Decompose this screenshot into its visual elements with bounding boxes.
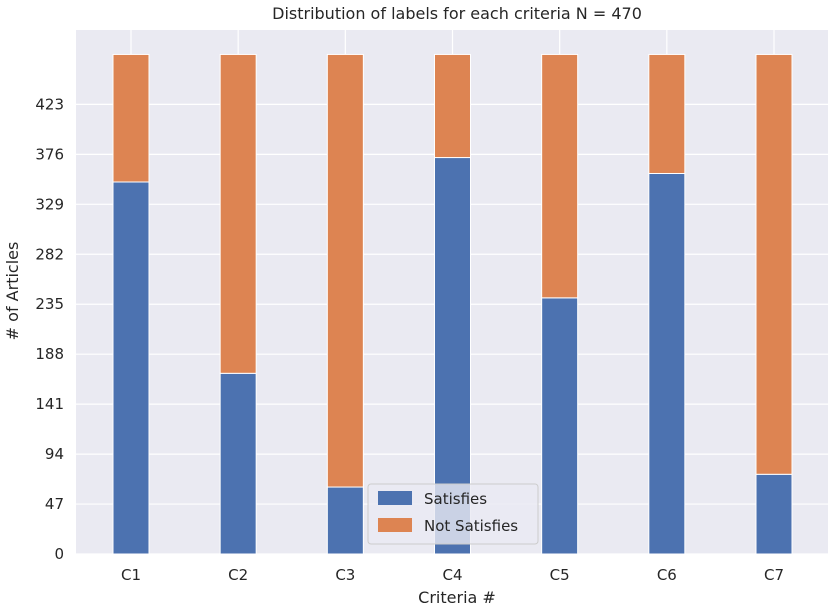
- x-tick-label: C2: [228, 566, 248, 584]
- legend-swatch-satisfies: [378, 491, 412, 505]
- x-tick-label: C5: [550, 566, 570, 584]
- x-axis-label: Criteria #: [418, 588, 496, 606]
- y-tick-label: 188: [35, 345, 64, 363]
- bar-c3-satisfies: [326, 486, 364, 555]
- x-tick-label: C1: [121, 566, 141, 584]
- bar-c2-satisfies: [219, 372, 257, 555]
- bar-c6-not-satisfies: [648, 53, 686, 174]
- bar-c7-not-satisfies: [755, 53, 793, 475]
- legend: Satisfies Not Satisfies: [367, 483, 539, 545]
- bar-c4-not-satisfies: [434, 53, 471, 159]
- bar-c6-satisfies: [648, 172, 686, 555]
- x-tick-label: C7: [764, 566, 784, 584]
- legend-label-satisfies: Satisfies: [424, 490, 487, 508]
- y-tick-labels: 0 47 94 141 188 235 282 329 376 423: [35, 95, 64, 563]
- y-tick-label: 423: [35, 95, 64, 113]
- x-tick-label: C4: [442, 566, 462, 584]
- bar-c5-satisfies: [541, 297, 579, 555]
- y-tick-label: 329: [35, 195, 64, 213]
- y-tick-label: 282: [35, 245, 64, 263]
- x-tick-labels: C1 C2 C3 C4 C5 C6 C7: [121, 566, 784, 584]
- bar-c1-not-satisfies: [112, 53, 150, 183]
- y-tick-label: 141: [35, 395, 64, 413]
- y-tick-label: 0: [54, 545, 64, 563]
- legend-label-not-satisfies: Not Satisfies: [424, 517, 518, 535]
- bar-c3-not-satisfies: [326, 53, 364, 488]
- bar-c1-satisfies: [112, 181, 150, 555]
- y-tick-label: 47: [45, 495, 64, 513]
- y-tick-label: 376: [35, 145, 64, 163]
- legend-swatch-not-satisfies: [378, 518, 412, 532]
- y-tick-label: 235: [35, 295, 64, 313]
- chart-title: Distribution of labels for each criteria…: [272, 4, 642, 23]
- bar-c7-satisfies: [755, 473, 793, 555]
- bar-c5-not-satisfies: [541, 53, 579, 299]
- bar-c2-not-satisfies: [219, 53, 257, 374]
- x-tick-label: C3: [335, 566, 355, 584]
- y-axis-label: # of Articles: [3, 242, 22, 341]
- x-tick-label: C6: [657, 566, 677, 584]
- y-tick-label: 94: [45, 445, 64, 463]
